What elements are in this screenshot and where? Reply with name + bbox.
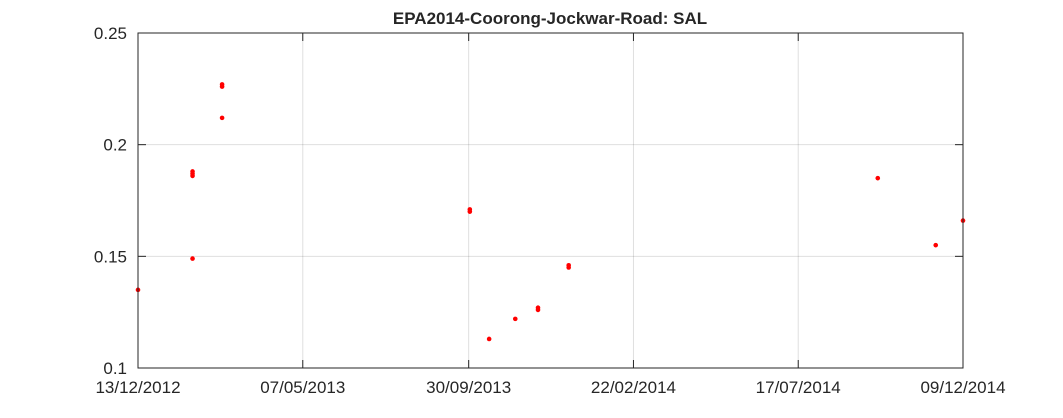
axis-ticks: 13/12/2012 07/05/2013 30/09/2013 22/02/2014…: [94, 24, 1006, 397]
data-point: [566, 265, 571, 270]
data-point: [875, 175, 881, 181]
y-tick-label: 0.2: [103, 136, 127, 155]
x-tick-label: 07/05/2013: [260, 378, 345, 397]
plot-frame: [137, 32, 964, 369]
data-point: [190, 173, 195, 179]
y-tick-label: 0.1: [103, 359, 127, 378]
data-point: [486, 336, 492, 342]
data-point: [219, 115, 225, 121]
plot-area: [138, 33, 963, 368]
data-point: [190, 256, 195, 261]
x-tick-label: 22/02/2014: [591, 378, 676, 397]
x-tick-label: 09/12/2014: [920, 378, 1005, 397]
data-points: [135, 82, 966, 342]
data-point: [535, 307, 541, 313]
x-tick-label: 17/07/2014: [756, 378, 841, 397]
data-point: [219, 84, 225, 89]
x-tick-label: 30/09/2013: [426, 378, 511, 397]
data-point: [467, 209, 473, 214]
y-tick-label: 0.15: [94, 247, 127, 266]
y-tick-label: 0.25: [94, 24, 127, 43]
chart-title: EPA2014-Coorong-Jockwar-Road: SAL: [393, 9, 707, 28]
data-point: [933, 242, 939, 248]
x-tick-label: 13/12/2012: [95, 378, 180, 397]
data-point: [512, 316, 518, 322]
